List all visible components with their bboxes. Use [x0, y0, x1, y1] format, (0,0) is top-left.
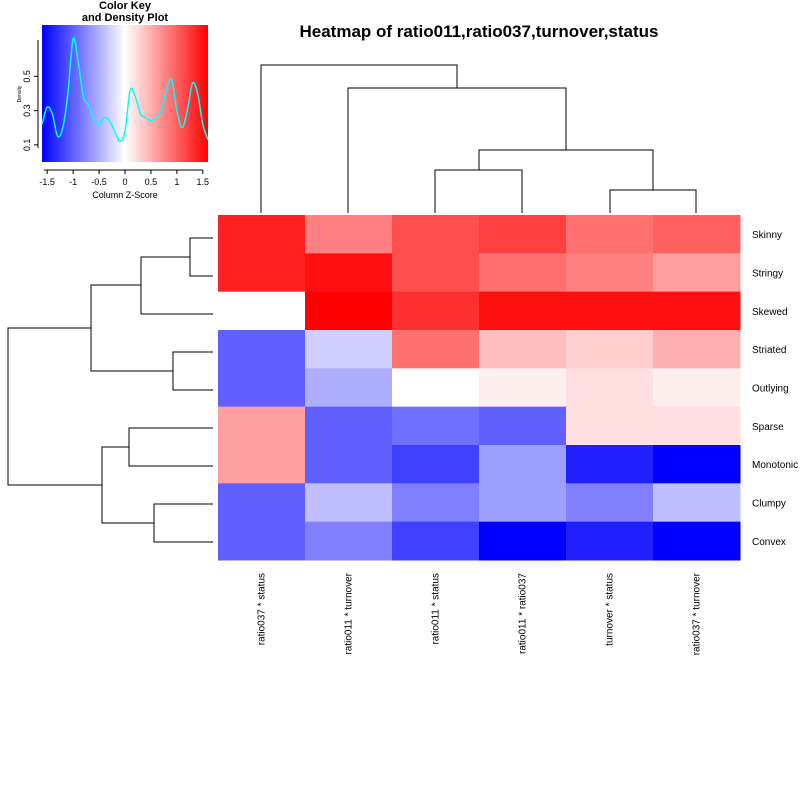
heatmap-cell: [305, 483, 393, 523]
row-label: Stringy: [752, 269, 783, 280]
heatmap-cell: [653, 406, 741, 446]
key-x-tick: -1: [69, 177, 77, 187]
heatmap-cell: [479, 483, 567, 523]
heatmap-cell: [653, 483, 741, 523]
heatmap-cell: [218, 291, 306, 331]
key-x-tick: -0.5: [91, 177, 107, 187]
row-label: Monotonic: [752, 460, 798, 471]
density-curve: [41, 37, 209, 143]
row-label: Skinny: [752, 230, 782, 241]
heatmap-cell: [479, 291, 567, 331]
heatmap-cell: [305, 368, 393, 408]
row-label: Clumpy: [752, 499, 786, 510]
heatmap-cell: [218, 368, 306, 408]
heatmap-cell: [305, 406, 393, 446]
heatmap-cell: [653, 253, 741, 293]
heatmap-cell: [653, 291, 741, 331]
column-label: ratio011 * turnover: [344, 572, 355, 654]
key-x-tick: 0.5: [145, 177, 158, 187]
column-label: ratio011 * ratio037: [518, 573, 529, 654]
column-dendrogram: [260, 64, 697, 213]
heatmap-cell: [653, 330, 741, 369]
heatmap-cell: [218, 483, 306, 523]
heatmap-cell: [653, 215, 741, 254]
heatmap-cell: [479, 521, 567, 561]
heatmap-cell: [218, 445, 306, 484]
color-key-gradient: [42, 25, 208, 162]
color-key-x-ticks: -1.5 -1 -0.5 0 0.5 1 1.5: [39, 170, 209, 187]
color-key-title-line2: and Density Plot: [82, 12, 169, 24]
heatmap-cell: [479, 330, 567, 369]
heatmap-cell: [392, 483, 480, 523]
heatmap-cell: [392, 445, 480, 484]
row-labels: Skinny Stringy Skewed Striated Outlying Spars…: [752, 230, 798, 548]
key-y-tick: 0.3: [22, 104, 32, 117]
heatmap-cell: [479, 445, 567, 484]
heatmap-cell: [653, 521, 741, 561]
heatmap-cell: [479, 253, 567, 293]
heatmap-cell: [566, 521, 654, 561]
key-x-tick: 1: [174, 177, 179, 187]
heatmap-cell: [653, 368, 741, 408]
heatmap-cell: [305, 253, 393, 293]
row-label: Sparse: [752, 422, 784, 433]
heatmap-cell: [392, 368, 480, 408]
heatmap-cell: [392, 330, 480, 369]
heatmap-cell: [653, 445, 741, 484]
color-key-y-ticks: 0.1 0.3 0.5: [22, 70, 38, 151]
heatmap-cell: [479, 406, 567, 446]
heatmap-cell: [305, 291, 393, 331]
heatmap-cell: [566, 368, 654, 408]
row-label: Skewed: [752, 307, 788, 318]
key-x-tick: 1.5: [197, 177, 210, 187]
column-label: turnover * status: [605, 573, 616, 646]
heatmap-cells: [218, 215, 741, 561]
row-label: Convex: [752, 537, 786, 548]
color-key: Color Key and Density Plot -1.5 -1 -0.5 0 0.…: [17, 0, 209, 200]
heatmap-cell: [479, 368, 567, 408]
heatmap-cell: [566, 253, 654, 293]
column-label: ratio037 * status: [257, 573, 268, 645]
key-y-tick: 0.5: [22, 70, 32, 83]
heatmap-cell: [305, 215, 393, 254]
heatmap-cell: [218, 215, 306, 254]
heatmap-cell: [392, 215, 480, 254]
heatmap-cell: [392, 521, 480, 561]
row-label: Striated: [752, 345, 786, 356]
heatmap-cell: [305, 445, 393, 484]
heatmap-cell: [566, 483, 654, 523]
column-label: ratio011 * status: [431, 573, 442, 645]
column-labels: ratio037 * status ratio011 * turnover rati…: [257, 572, 703, 655]
column-label: ratio037 * turnover: [692, 572, 703, 655]
heatmap-cell: [305, 330, 393, 369]
heatmap-cell: [566, 291, 654, 331]
key-x-tick: -1.5: [39, 177, 55, 187]
heatmap-cell: [566, 406, 654, 446]
heatmap-cell: [392, 291, 480, 331]
heatmap-cell: [392, 253, 480, 293]
color-key-xlabel: Column Z-Score: [92, 190, 158, 200]
heatmap-cell: [218, 406, 306, 446]
key-y-tick: 0.1: [22, 139, 32, 152]
row-dendrogram: [7, 237, 213, 543]
chart-title: Heatmap of ratio011,ratio037,turnover,st…: [299, 22, 658, 41]
color-key-ylabel: Density: [17, 85, 23, 102]
heatmap-cell: [218, 253, 306, 293]
heatmap-cell: [566, 215, 654, 254]
color-key-title-line1: Color Key: [99, 0, 152, 12]
heatmap-cell: [566, 445, 654, 484]
heatmap-cell: [218, 521, 306, 561]
heatmap-cell: [566, 330, 654, 369]
key-x-tick: 0: [122, 177, 127, 187]
row-label: Outlying: [752, 384, 789, 395]
heatmap-cell: [392, 406, 480, 446]
heatmap-cell: [305, 521, 393, 561]
heatmap-cell: [218, 330, 306, 369]
heatmap-cell: [479, 215, 567, 254]
